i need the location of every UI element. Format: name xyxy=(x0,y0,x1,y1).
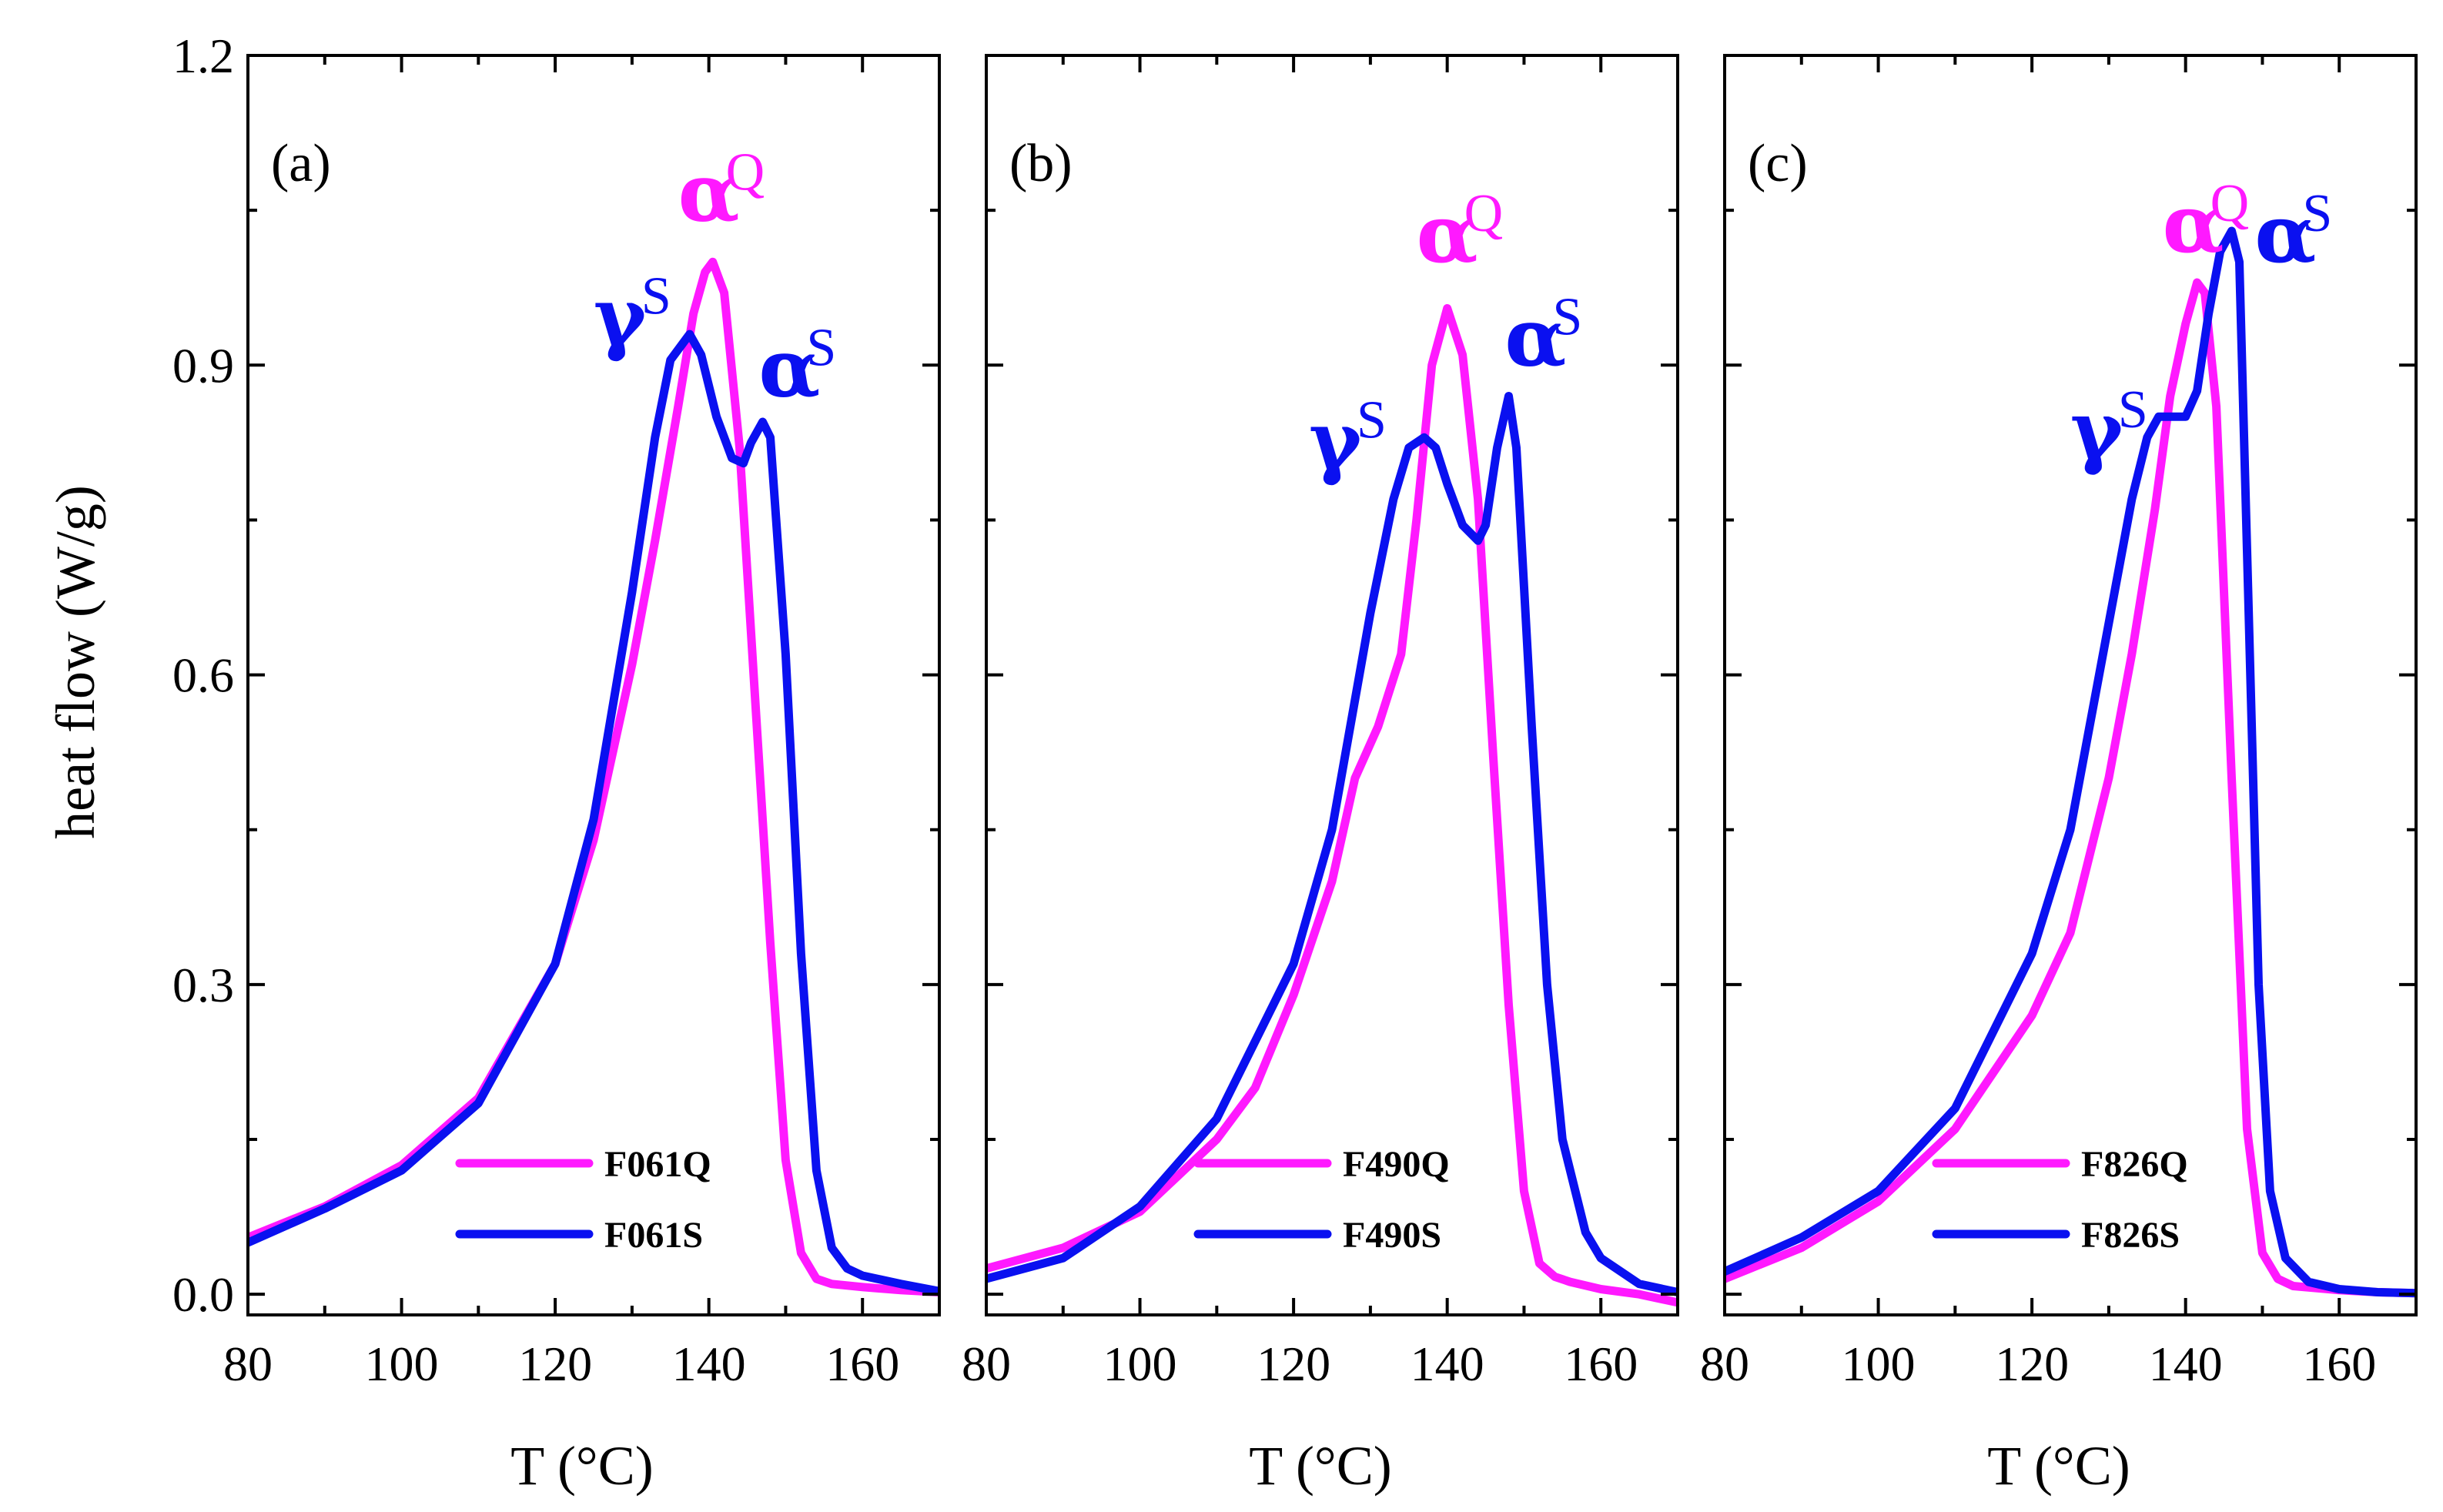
peak-annotation: αS xyxy=(758,319,836,416)
peak-superscript: S xyxy=(806,319,836,378)
legend-label: F061Q xyxy=(604,1144,711,1185)
peak-superscript: S xyxy=(1552,287,1582,346)
y-tick-label: 0.6 xyxy=(172,648,234,703)
series-line-F490Q xyxy=(986,304,1678,1307)
series-line-F826Q xyxy=(1725,278,2416,1298)
series-line-F490S xyxy=(986,392,1678,1296)
peak-annotation: αS xyxy=(2254,184,2332,281)
peak-annotation: γS xyxy=(2070,380,2148,477)
legend: F490Q F490S xyxy=(1193,1144,1450,1256)
peak-annotation: γS xyxy=(594,266,671,363)
peak-annotation: αQ xyxy=(678,143,765,240)
peak-annotation: αS xyxy=(1504,287,1582,384)
x-tick-label: 100 xyxy=(365,1336,439,1391)
legend: F061Q F061S xyxy=(455,1144,711,1256)
x-tick-label: 160 xyxy=(825,1336,899,1391)
peak-superscript: Q xyxy=(1464,184,1504,243)
panel-label: (a) xyxy=(271,134,331,193)
y-tick-label: 0.0 xyxy=(172,1267,234,1322)
peak-superscript: Q xyxy=(2210,174,2250,233)
legend-label: F826S xyxy=(2081,1215,2180,1256)
plot-frame xyxy=(1723,54,2418,1316)
series-line-F061Q xyxy=(248,257,939,1296)
x-tick-label: 80 xyxy=(962,1336,1011,1391)
peak-annotation: αQ xyxy=(1417,184,1504,281)
legend-label: F490S xyxy=(1343,1215,1441,1256)
peak-symbol: α xyxy=(758,321,820,416)
x-axis-title: T (°C) xyxy=(1249,1435,1391,1497)
peak-symbol: γ xyxy=(1309,393,1363,487)
legend-label: F061S xyxy=(604,1215,703,1256)
panel-label: (c) xyxy=(1748,134,1808,193)
x-axis-title: T (°C) xyxy=(1987,1435,2130,1497)
y-axis-title: heat flow (W/g) xyxy=(45,485,106,839)
x-tick-label: 100 xyxy=(1103,1336,1177,1391)
x-tick-label: 120 xyxy=(1995,1336,2069,1391)
x-tick-label: 140 xyxy=(672,1336,746,1391)
series-line-F826S xyxy=(1725,226,2416,1298)
series-line-F061S xyxy=(248,329,939,1296)
x-tick-label: 100 xyxy=(1842,1336,1916,1391)
peak-annotation: αQ xyxy=(2163,174,2250,271)
x-tick-label: 80 xyxy=(1700,1336,1749,1391)
x-tick-label: 160 xyxy=(2302,1336,2376,1391)
y-tick-label: 0.3 xyxy=(172,958,234,1012)
peak-symbol: α xyxy=(2254,186,2316,281)
peak-superscript: S xyxy=(2118,380,2148,440)
plot-frame xyxy=(246,54,941,1316)
x-tick-label: 120 xyxy=(1257,1336,1330,1391)
peak-superscript: S xyxy=(641,266,671,326)
y-tick-label: 1.2 xyxy=(172,28,234,83)
x-tick-label: 140 xyxy=(2149,1336,2223,1391)
x-tick-label: 160 xyxy=(1564,1336,1638,1391)
legend: F826Q F826S xyxy=(1932,1144,2188,1256)
y-tick-label: 0.9 xyxy=(172,338,234,393)
peak-superscript: S xyxy=(2302,184,2332,243)
peak-symbol: α xyxy=(2163,176,2224,271)
peak-symbol: α xyxy=(678,146,740,240)
plot-frame xyxy=(985,54,1679,1316)
peak-symbol: α xyxy=(1504,289,1566,384)
legend-label: F490Q xyxy=(1343,1144,1450,1185)
peak-superscript: S xyxy=(1357,390,1387,450)
peak-annotation: γS xyxy=(1309,390,1387,487)
peak-symbol: γ xyxy=(594,269,648,363)
peak-symbol: α xyxy=(1417,186,1478,281)
x-tick-label: 80 xyxy=(223,1336,273,1391)
legend-label: F826Q xyxy=(2081,1144,2188,1185)
x-tick-label: 120 xyxy=(518,1336,592,1391)
peak-superscript: Q xyxy=(726,143,765,202)
peak-symbol: γ xyxy=(2070,383,2124,477)
x-axis-title: T (°C) xyxy=(510,1435,653,1497)
x-tick-label: 140 xyxy=(1411,1336,1484,1391)
panel-label: (b) xyxy=(1009,134,1073,193)
